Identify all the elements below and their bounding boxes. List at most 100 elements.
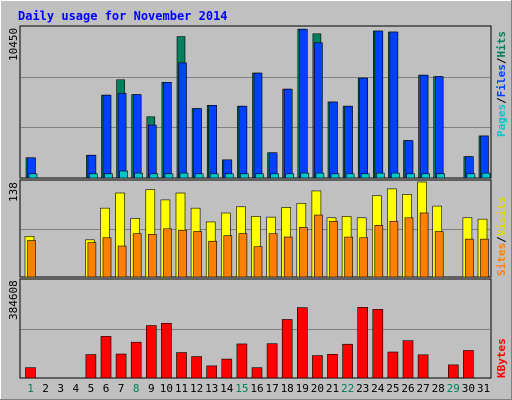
files-bar: [208, 105, 217, 179]
pages-bar: [179, 172, 189, 179]
day-label: 4: [72, 382, 79, 395]
sites-bar: [374, 225, 384, 278]
kbytes-bar: [402, 340, 414, 379]
pages-bar: [391, 172, 400, 179]
day-label: 8: [133, 382, 140, 395]
day-label: 14: [220, 382, 234, 395]
sites-bar: [298, 227, 308, 278]
pages-bar: [421, 173, 430, 179]
files-bar: [404, 140, 414, 179]
pages-bar: [225, 173, 234, 179]
hits-bars: [25, 28, 491, 179]
kbytes-bar: [251, 367, 263, 379]
kbytes-bar: [463, 350, 474, 379]
legend-sep-1: /: [495, 97, 508, 104]
day-label: 9: [148, 382, 155, 395]
pages-bar: [270, 173, 279, 179]
sites-bar: [117, 245, 127, 278]
pages-bar: [164, 173, 174, 179]
day-label: 10: [160, 382, 173, 395]
files-bar: [193, 108, 202, 179]
kbytes-bar: [85, 354, 97, 379]
kbytes-bar: [100, 336, 112, 379]
sites-bar: [193, 231, 202, 278]
sites-bar: [208, 240, 217, 278]
sites-bar: [253, 246, 263, 278]
day-label: 28: [432, 382, 445, 395]
day-label: 23: [356, 382, 369, 395]
sites-bar: [102, 237, 112, 278]
pages-bar: [119, 170, 128, 179]
files-bar: [117, 93, 127, 179]
day-label: 30: [462, 382, 475, 395]
kbytes-bar: [296, 307, 308, 379]
chart-title: Daily usage for November 2014: [18, 9, 228, 23]
sites-bar: [163, 228, 172, 278]
files-bar: [480, 135, 489, 179]
pages-bar: [436, 173, 446, 179]
kbytes-bar: [266, 343, 278, 379]
day-label: 13: [205, 382, 218, 395]
day-label: 15: [235, 382, 248, 395]
kbytes-bar: [161, 322, 172, 379]
day-label: 7: [118, 382, 125, 395]
kbytes-bar: [221, 358, 233, 379]
files-bar: [329, 101, 338, 179]
day-label: 17: [265, 382, 278, 395]
files-bar: [419, 74, 429, 179]
files-bar: [359, 77, 369, 179]
kbytes-bar: [372, 309, 384, 379]
pages-bar: [104, 173, 113, 179]
legend-sep-3: /: [495, 236, 508, 243]
kbytes-bar: [25, 367, 36, 379]
sites-bar: [238, 233, 248, 278]
files-bar: [238, 105, 248, 179]
files-bar: [314, 42, 323, 179]
pages-bar: [134, 172, 143, 179]
files-bar: [253, 72, 263, 179]
legend-visits: Visits: [495, 197, 508, 237]
sites-bar: [27, 240, 36, 278]
kbytes-bar: [417, 354, 429, 379]
day-labels: 1 2 3 4 5 6 7 8 9 10 11 12 13 14 15 16 17 18 19 20 21 22 23 24 2…: [27, 382, 490, 395]
kbytes-panel: [19, 278, 492, 379]
pages-bar: [149, 173, 159, 179]
legend-sep-2: /: [495, 57, 508, 64]
day-label: 26: [401, 382, 414, 395]
files-bar: [163, 81, 172, 179]
pages-bar: [89, 173, 98, 179]
pages-bar: [315, 172, 325, 179]
sites-bar: [434, 231, 444, 278]
kbytes-bar: [312, 355, 323, 379]
kbytes-bar: [191, 356, 202, 379]
kbytes-bar: [130, 341, 142, 379]
pages-bar: [345, 173, 355, 179]
sites-bar: [314, 214, 323, 278]
files-bar: [102, 94, 112, 179]
files-bar: [389, 31, 399, 179]
files-bar: [178, 62, 187, 179]
files-bar: [283, 88, 293, 179]
sites-bar: [344, 236, 353, 278]
pages-bar: [330, 173, 340, 179]
day-label: 3: [57, 382, 64, 395]
pages-bar: [360, 173, 370, 179]
kbytes-bar: [387, 351, 399, 379]
pages-bar: [194, 173, 204, 179]
kbytes-bar: [146, 325, 157, 379]
kbytes-bar: [206, 365, 217, 379]
day-label: 6: [103, 382, 110, 395]
pages-bar: [28, 173, 38, 179]
day-label: 11: [175, 382, 188, 395]
sites-bar: [148, 234, 157, 278]
day-label: 5: [88, 382, 95, 395]
files-bar: [374, 30, 384, 179]
legend-files: Files: [495, 64, 508, 97]
files-bar: [298, 28, 308, 179]
sites-bar: [268, 233, 278, 278]
kbytes-bar: [176, 352, 187, 379]
sites-bar: [359, 237, 369, 278]
sites-bar: [178, 229, 187, 278]
day-label: 24: [371, 382, 385, 395]
